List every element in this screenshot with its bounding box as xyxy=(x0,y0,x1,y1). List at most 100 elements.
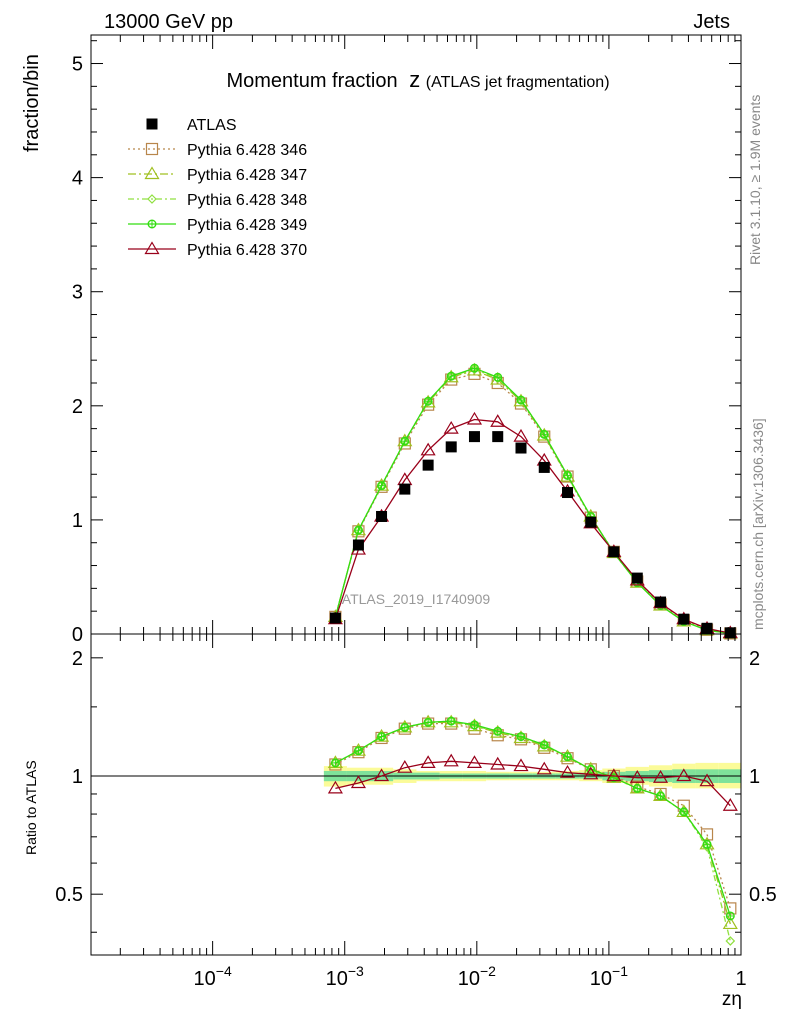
y-tick-label: 2 xyxy=(72,396,83,418)
atlas-data-point xyxy=(608,546,620,558)
series-2-ratio-point xyxy=(722,916,738,930)
series-1-ratio-line xyxy=(335,722,731,909)
chart-title: Momentum fraction z (ATLAS jet fragmenta… xyxy=(226,67,609,92)
series-4-ratio-point xyxy=(353,746,363,756)
ratio-tick-label: 2 xyxy=(72,648,83,670)
ratio-tick-label-right: 2 xyxy=(749,648,760,670)
atlas-data-point xyxy=(399,483,411,495)
series-4-ratio-point xyxy=(632,783,642,793)
legend-label: Pythia 6.428 370 xyxy=(187,242,307,259)
series-4-point xyxy=(539,429,549,439)
legend-marker xyxy=(145,142,159,156)
legend-entry: Pythia 6.428 348 xyxy=(128,192,307,209)
chart-title-sub: (ATLAS jet fragmentation) xyxy=(426,74,610,91)
series-5-point xyxy=(513,428,529,442)
atlas-data-point xyxy=(515,442,527,454)
legend-entry: Pythia 6.428 346 xyxy=(128,142,307,159)
mcplots-label: mcplots.cern.ch [arXiv:1306.3436] xyxy=(750,418,766,630)
series-4-point xyxy=(563,470,573,480)
atlas-data-point xyxy=(492,431,504,443)
series-5-ratio-point xyxy=(722,798,738,811)
series-5-ratio-point xyxy=(629,770,645,783)
ratio-tick-label: 1 xyxy=(72,766,83,788)
legend: ATLAS Pythia 6.428 346 Pythia 6.428 347 Pyt… xyxy=(128,117,307,259)
atlas-data-point xyxy=(468,431,480,443)
series-5-ratio-point xyxy=(559,764,576,778)
series-4-point xyxy=(423,396,433,406)
series-4-point xyxy=(353,525,363,535)
series-4-ratio-point xyxy=(469,720,479,730)
y-tick-label: 4 xyxy=(72,168,83,190)
y-tick-label: 3 xyxy=(72,282,83,304)
series-5-ratio-point xyxy=(466,755,483,768)
x-tick-label: 1 xyxy=(735,968,746,990)
series-5-ratio-point xyxy=(583,766,599,780)
y-tick-label: 5 xyxy=(72,54,83,76)
series-4-ratio-line xyxy=(335,720,731,917)
legend-entry: Pythia 6.428 370 xyxy=(128,241,307,259)
series-3-ratio-point xyxy=(702,842,712,852)
atlas-data-point xyxy=(585,516,597,528)
atlas-data-point xyxy=(631,572,643,584)
ratio-plot-frame xyxy=(90,633,742,956)
series-5-ratio-point xyxy=(443,753,459,767)
atlas-data-point xyxy=(445,441,457,453)
series-5-point xyxy=(420,442,436,456)
x-tick-label: 10−3 xyxy=(326,963,364,990)
legend-label: ATLAS xyxy=(187,117,237,134)
y-tick-label: 1 xyxy=(72,510,83,532)
series-4-ratio-point xyxy=(563,752,573,762)
series-2-ratio-line xyxy=(335,721,731,925)
series-3-ratio-line xyxy=(335,720,731,942)
series-4-point xyxy=(493,372,503,382)
legend-label: Pythia 6.428 346 xyxy=(187,142,307,159)
series-5-ratio-point xyxy=(327,780,343,794)
series-4-ratio-point xyxy=(656,791,666,801)
series-5-point xyxy=(443,420,459,434)
series-3-ratio-point xyxy=(725,936,736,946)
series-5-ratio-point xyxy=(490,756,506,770)
series-4-point xyxy=(469,363,479,373)
series-4-ratio-point xyxy=(586,764,596,774)
legend-marker xyxy=(144,166,160,180)
atlas-data-point xyxy=(655,596,667,608)
series-4-point xyxy=(400,436,410,446)
analysis-watermark: ATLAS_2019_I1740909 xyxy=(342,591,491,607)
x-tick-label: 10−1 xyxy=(590,963,628,990)
rivet-version-label: Rivet 3.1.10, ≥ 1.9M events xyxy=(747,95,763,265)
x-tick-label: 10−2 xyxy=(458,963,496,990)
atlas-data-point xyxy=(701,622,713,634)
series-5-point xyxy=(490,414,506,427)
ratio-tick-label-right: 0.5 xyxy=(749,884,777,906)
series-4-ratio-point xyxy=(377,732,387,742)
series-5-ratio-point xyxy=(373,768,390,782)
legend-marker xyxy=(147,219,157,229)
y-axis-label: fraction/bin xyxy=(21,54,43,152)
legend-marker xyxy=(147,194,157,204)
series-5-ratio-point xyxy=(350,775,366,789)
chart-title-symbol: z xyxy=(409,67,420,92)
series-5-ratio-point xyxy=(606,768,622,782)
series-5-ratio-point xyxy=(397,760,413,773)
series-4-ratio-point xyxy=(539,740,549,750)
category-label: Jets xyxy=(693,11,730,33)
legend-marker xyxy=(144,241,160,255)
ratio-tick-label: 0.5 xyxy=(55,884,83,906)
legend-marker xyxy=(146,118,158,130)
series-4-ratio-point xyxy=(725,911,735,921)
atlas-data-point xyxy=(422,459,434,471)
legend-label: Pythia 6.428 348 xyxy=(187,192,307,209)
legend-label: Pythia 6.428 347 xyxy=(187,167,307,184)
atlas-data-point xyxy=(376,510,388,522)
series-4-ratio-point xyxy=(493,726,503,736)
series-5-ratio-point xyxy=(699,773,715,787)
series-5-ratio-point xyxy=(420,755,436,768)
chart-title-main: Momentum fraction xyxy=(226,70,397,92)
series-layer xyxy=(327,362,738,946)
series-4-ratio-point xyxy=(400,722,410,732)
uncertainty-band-layer xyxy=(91,762,741,789)
atlas-data-point xyxy=(538,461,550,473)
legend-label: Pythia 6.428 349 xyxy=(187,217,307,234)
legend-entry: Pythia 6.428 349 xyxy=(128,217,307,234)
